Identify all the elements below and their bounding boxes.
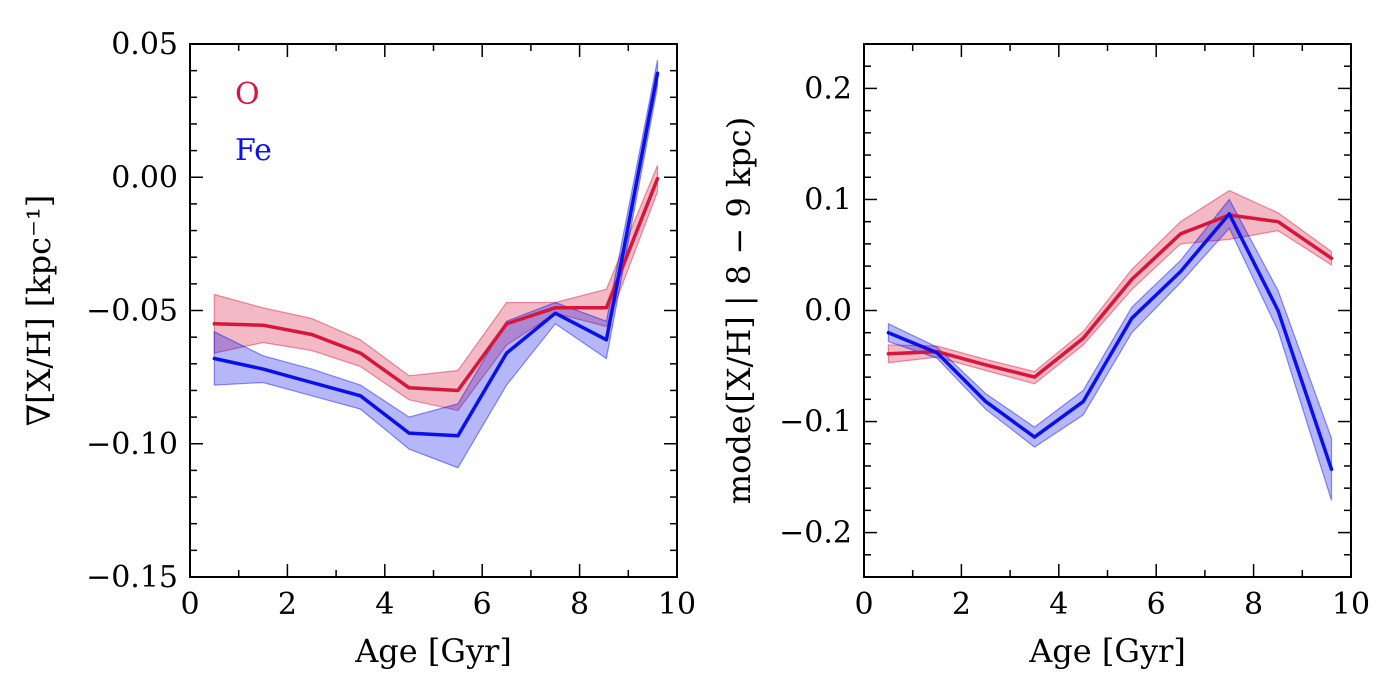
x-tick-label: 6 <box>473 587 492 622</box>
x-axis-label: Age [Gyr] <box>354 632 512 670</box>
y-tick-label: 0.0 <box>804 294 852 329</box>
x-tick-label: 8 <box>570 587 589 622</box>
series-line-o <box>212 176 660 393</box>
x-tick-label: 10 <box>658 587 696 622</box>
x-tick-label: 6 <box>1147 587 1166 622</box>
y-tick-label: 0.00 <box>111 160 178 195</box>
y-tick-label: −0.1 <box>779 405 852 440</box>
x-axis-label: Age [Gyr] <box>1028 632 1186 670</box>
band-o <box>887 189 1333 385</box>
y-axis-label: ∇[X/H] [kpc⁻¹] <box>20 195 58 426</box>
band-o <box>213 165 659 412</box>
x-tick-label: 0 <box>180 587 199 622</box>
y-tick-label: 0.1 <box>804 182 852 217</box>
x-tick-label: 4 <box>375 587 394 622</box>
legend-entry-fe: Fe <box>235 133 272 168</box>
x-tick-label: 2 <box>278 587 297 622</box>
x-tick-label: 4 <box>1049 587 1068 622</box>
band-fe <box>213 59 659 469</box>
y-tick-label: 0.05 <box>111 27 178 62</box>
x-tick-label: 0 <box>854 587 873 622</box>
panel-right: 0 2 4 6 8 10 −0.2 −0.1 0.0 0.1 0.2 Age [Gyr] mode([X… <box>720 43 1370 670</box>
y-tick-label: −0.05 <box>86 294 178 329</box>
y-tick-label: −0.2 <box>779 516 852 551</box>
y-tick-label: 0.2 <box>804 71 852 106</box>
band-fe <box>887 198 1333 501</box>
x-tick-label: 2 <box>952 587 971 622</box>
x-tick-label: 8 <box>1244 587 1263 622</box>
y-tick-label: −0.15 <box>86 560 178 595</box>
x-tick-label: 10 <box>1332 587 1370 622</box>
legend-entry-o: O <box>235 77 260 112</box>
panel-left: 0 2 4 6 8 10 −0.15 −0.10 −0.05 0.00 0.05 Age [Gyr] ∇… <box>20 27 696 670</box>
series-line-o <box>886 213 1334 379</box>
y-axis-label: mode([X/H] | 8 − 9 kpc) <box>720 117 758 504</box>
series-line-fe <box>212 71 660 438</box>
y-tick-label: −0.10 <box>86 427 178 462</box>
series-line-fe <box>886 212 1334 472</box>
